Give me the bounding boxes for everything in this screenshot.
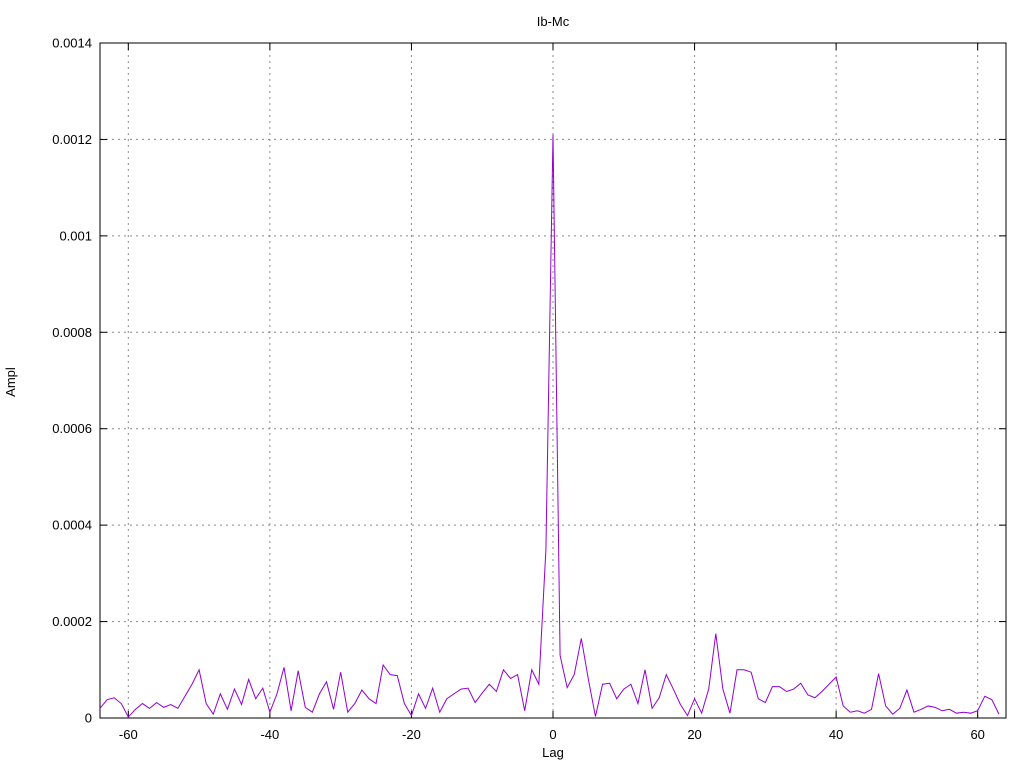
grid-lines bbox=[100, 43, 1006, 718]
x-tick-label: 20 bbox=[687, 727, 701, 742]
axis-ticks bbox=[100, 42, 1006, 719]
y-tick-label: 0.0002 bbox=[52, 614, 92, 629]
x-tick-label: 0 bbox=[549, 727, 556, 742]
x-axis-label: Lag bbox=[542, 745, 564, 760]
y-tick-label: 0.0014 bbox=[52, 36, 92, 51]
x-tick-label: 40 bbox=[829, 727, 843, 742]
chart-title: Ib-Mc bbox=[537, 14, 570, 29]
axis-tick-labels: -60 -40 -20 0 20 40 60 0 0.0002 0.0004 0.0006 0.000… bbox=[52, 36, 985, 743]
x-tick-label: -60 bbox=[119, 727, 138, 742]
y-tick-label: 0.0006 bbox=[52, 421, 92, 436]
y-tick-label: 0 bbox=[85, 711, 92, 726]
y-tick-label: 0.0004 bbox=[52, 518, 92, 533]
data-series-line bbox=[99, 134, 1000, 718]
y-axis-label: Ampl bbox=[3, 367, 18, 397]
plot-border bbox=[99, 42, 1007, 719]
x-tick-label: -20 bbox=[402, 727, 421, 742]
x-tick-label: 60 bbox=[970, 727, 984, 742]
y-tick-label: 0.0012 bbox=[52, 132, 92, 147]
x-tick-label: -40 bbox=[260, 727, 279, 742]
y-tick-label: 0.0008 bbox=[52, 325, 92, 340]
y-tick-label: 0.001 bbox=[59, 228, 92, 243]
